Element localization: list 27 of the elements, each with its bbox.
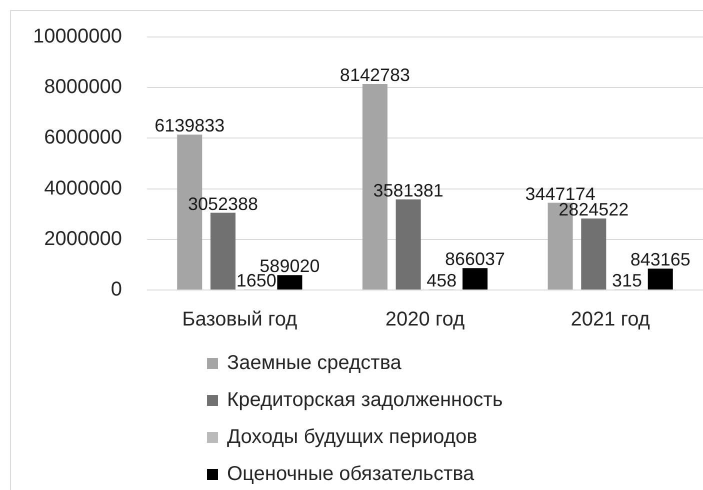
y-tick-label: 6000000 <box>44 126 122 149</box>
data-label: 3581381 <box>373 180 444 200</box>
legend-label: Кредиторская задолженность <box>227 389 503 412</box>
data-label: 866037 <box>445 249 506 270</box>
bar <box>462 268 488 290</box>
y-tick-label: 4000000 <box>44 177 122 200</box>
y-tick-label: 10000000 <box>33 26 122 48</box>
y-tick-label: 2000000 <box>44 228 122 250</box>
x-tick-label: 2021 год <box>570 308 650 331</box>
legend-label: Оценочные обязательства <box>227 463 474 486</box>
x-tick-label: Базовый год <box>182 308 298 331</box>
data-label: 843165 <box>630 250 690 270</box>
bar <box>277 275 302 290</box>
y-tick-label: 8000000 <box>44 76 122 98</box>
bar <box>648 268 673 290</box>
data-label: 8142783 <box>340 64 410 85</box>
data-label: 315 <box>612 270 642 290</box>
data-label: 3052388 <box>188 194 258 214</box>
legend-label: Заемные средства <box>227 352 402 375</box>
bar <box>396 199 421 290</box>
data-label: 458 <box>426 270 457 290</box>
data-label: 6139833 <box>154 116 225 136</box>
y-tick-label: 0 <box>110 278 122 301</box>
bar <box>210 212 236 290</box>
bar <box>581 218 606 290</box>
x-tick-label: 2020 год <box>385 308 465 331</box>
legend-label: Доходы будущих периодов <box>227 426 478 449</box>
